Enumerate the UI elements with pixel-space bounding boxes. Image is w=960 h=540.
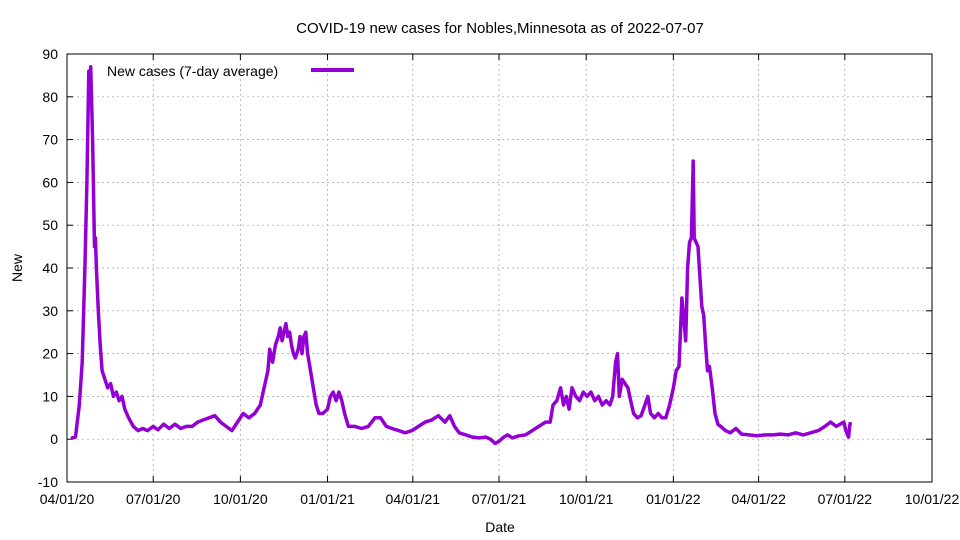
y-tick-label: 20 [42,346,58,362]
y-tick-label: -10 [38,474,58,490]
y-tick-label: 90 [42,46,58,62]
x-axis-label: Date [485,519,515,535]
x-tick-label: 07/01/20 [126,491,181,507]
series-line [70,65,853,446]
legend-label: New cases (7-day average) [107,63,278,79]
y-tick-label: 50 [42,217,58,233]
x-tick-label: 10/01/21 [559,491,614,507]
y-axis-label: New [9,253,25,282]
legend: New cases (7-day average) [107,63,354,79]
series-layer [70,65,853,446]
y-axis: -10 0 10 20 30 40 50 60 70 80 90 [38,46,932,490]
x-tick-label: 01/01/22 [646,491,701,507]
y-tick-label: 0 [50,431,58,447]
grid-layer [67,54,932,482]
y-tick-label: 60 [42,174,58,190]
x-tick-label: 04/01/20 [40,491,95,507]
y-tick-label: 30 [42,303,58,319]
x-tick-label: 10/01/20 [213,491,268,507]
x-tick-label: 07/01/21 [472,491,527,507]
y-tick-label: 80 [42,89,58,105]
y-tick-label: 70 [42,132,58,148]
x-tick-label: 04/01/22 [731,491,786,507]
x-tick-label: 10/01/22 [905,491,960,507]
y-tick-label: 10 [42,388,58,404]
x-tick-label: 07/01/22 [818,491,873,507]
x-tick-label: 04/01/21 [386,491,441,507]
x-tick-label: 01/01/21 [300,491,355,507]
chart-title: COVID-19 new cases for Nobles,Minnesota … [296,20,704,37]
x-axis: 04/01/20 07/01/20 10/01/20 01/01/21 04/01/21… [40,54,960,507]
y-tick-label: 40 [42,260,58,276]
